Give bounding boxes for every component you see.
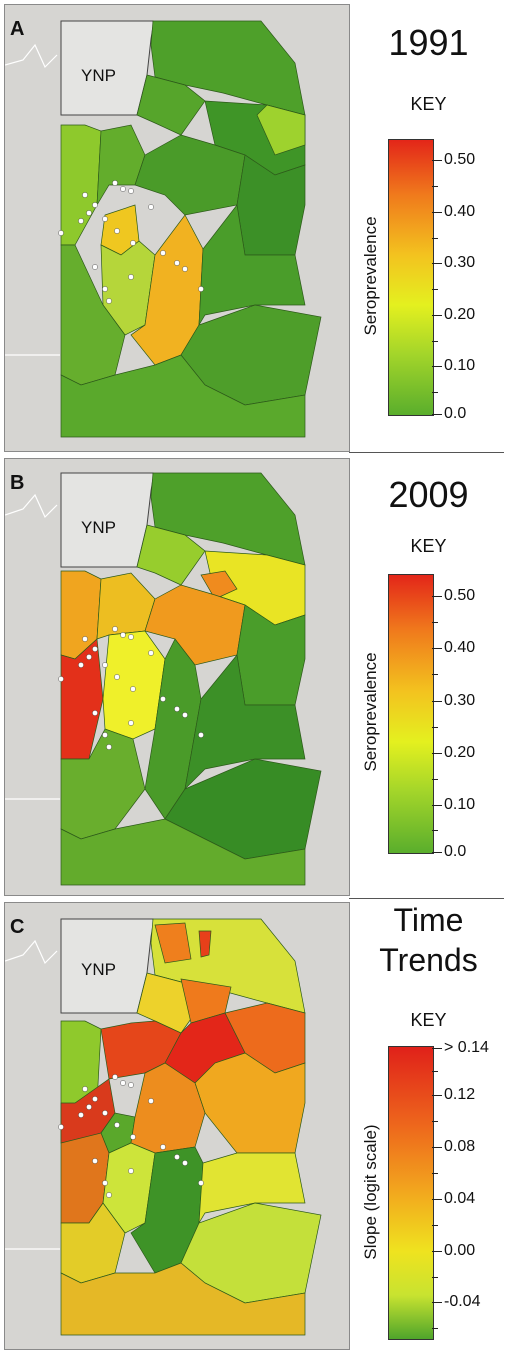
- map-a-svg: YNP: [5, 5, 349, 451]
- tick-label-c: 0.08: [444, 1138, 476, 1155]
- tick-b-minor: [432, 674, 438, 675]
- panel-a-colorbar: [388, 139, 434, 416]
- ynp-label-b: YNP: [81, 518, 116, 537]
- tick-a-minor: [432, 341, 438, 342]
- tick-a-minor: [432, 289, 438, 290]
- tick-label-a: 0.40: [444, 203, 476, 220]
- tick-c-minor: [432, 1328, 438, 1329]
- tick-a-010: [432, 366, 442, 367]
- tick-c-minor: [432, 1071, 438, 1072]
- sample-points-c: [58, 1074, 204, 1198]
- divider-ab: [349, 452, 504, 453]
- panel-c: YNP C Time Trends KEY > 0.14 0.12 0.08 0…: [0, 898, 507, 1353]
- tick-b-minor: [432, 727, 438, 728]
- divider-bc: [349, 898, 504, 899]
- tick-c-004: [432, 1199, 442, 1200]
- tick-b-050: [432, 596, 442, 597]
- tick-b-030: [432, 701, 442, 702]
- panel-a-letter: A: [10, 18, 25, 40]
- tick-a-040: [432, 212, 442, 213]
- tick-c-neg004: [432, 1302, 442, 1303]
- panel-b-colorbar: [388, 574, 434, 854]
- tick-a-minor: [432, 186, 438, 187]
- panel-b-title: 2009: [388, 474, 469, 515]
- tick-label-a: 0.0: [444, 405, 467, 422]
- tick-c-minor: [432, 1225, 438, 1226]
- map-c-svg: YNP: [5, 903, 349, 1349]
- sample-points-a: [58, 180, 204, 304]
- tick-label-c: > 0.14: [444, 1039, 489, 1056]
- tick-label-c: -0.04: [444, 1293, 481, 1310]
- ynp-label-a: YNP: [81, 66, 116, 85]
- tick-label-b: 0.50: [444, 587, 476, 604]
- panel-a-key-label: KEY: [410, 94, 447, 114]
- map-c: YNP: [4, 902, 350, 1350]
- tick-a-020: [432, 315, 442, 316]
- tick-c-minor: [432, 1277, 438, 1278]
- panel-a-axis-title: Seroprevalence: [361, 216, 380, 336]
- tick-b-minor: [432, 779, 438, 780]
- tick-c-000: [432, 1251, 442, 1252]
- tick-a-000: [432, 414, 442, 415]
- panel-c-title-line1: Time: [393, 902, 464, 938]
- tick-b-minor: [432, 622, 438, 623]
- panel-a-title: 1991: [388, 22, 469, 63]
- tick-b-010: [432, 805, 442, 806]
- tick-label-b: 0.20: [444, 744, 476, 761]
- tick-b-minor: [432, 830, 438, 831]
- panel-b-axis-title: Seroprevalence: [361, 652, 380, 772]
- tick-b-020: [432, 753, 442, 754]
- tick-label-b: 0.0: [444, 843, 467, 860]
- sample-points-b: [58, 626, 204, 750]
- panel-b-key-label: KEY: [410, 536, 447, 556]
- panel-b: YNP B 2009 KEY 0.50 0.40 0.30 0.20 0.10 …: [0, 454, 507, 898]
- tick-c-008: [432, 1147, 442, 1148]
- tick-label-c: 0.04: [444, 1190, 476, 1207]
- panel-c-title-line2: Trends: [379, 942, 478, 978]
- map-a: YNP: [4, 4, 350, 452]
- panel-b-letter: B: [10, 472, 25, 494]
- panel-c-axis-title: Slope (logit scale): [361, 1124, 380, 1260]
- map-b-svg: YNP: [5, 459, 349, 895]
- tick-label-a: 0.10: [444, 357, 476, 374]
- tick-a-030: [432, 263, 442, 264]
- tick-b-040: [432, 648, 442, 649]
- tick-label-b: 0.10: [444, 796, 476, 813]
- tick-label-a: 0.50: [444, 151, 476, 168]
- tick-label-c: 0.12: [444, 1086, 476, 1103]
- tick-c-minor: [432, 1173, 438, 1174]
- tick-c-012: [432, 1095, 442, 1096]
- tick-a-minor: [432, 392, 438, 393]
- tick-c-014: [432, 1048, 442, 1049]
- tick-label-a: 0.30: [444, 254, 476, 271]
- tick-label-b: 0.40: [444, 639, 476, 656]
- tick-label-a: 0.20: [444, 306, 476, 323]
- ynp-label-c: YNP: [81, 960, 116, 979]
- tick-label-b: 0.30: [444, 692, 476, 709]
- tick-a-050: [432, 160, 442, 161]
- tick-label-c: 0.00: [444, 1242, 476, 1259]
- panel-c-key-label: KEY: [410, 1010, 447, 1030]
- panel-c-colorbar: [388, 1046, 434, 1340]
- tick-a-minor: [432, 238, 438, 239]
- tick-b-000: [432, 852, 442, 853]
- tick-c-minor: [432, 1121, 438, 1122]
- panel-c-letter: C: [10, 916, 25, 938]
- panel-a: YNP A 1991 KEY 0.50 0.40 0.30 0.20 0.10 …: [0, 0, 507, 452]
- map-b: YNP: [4, 458, 350, 896]
